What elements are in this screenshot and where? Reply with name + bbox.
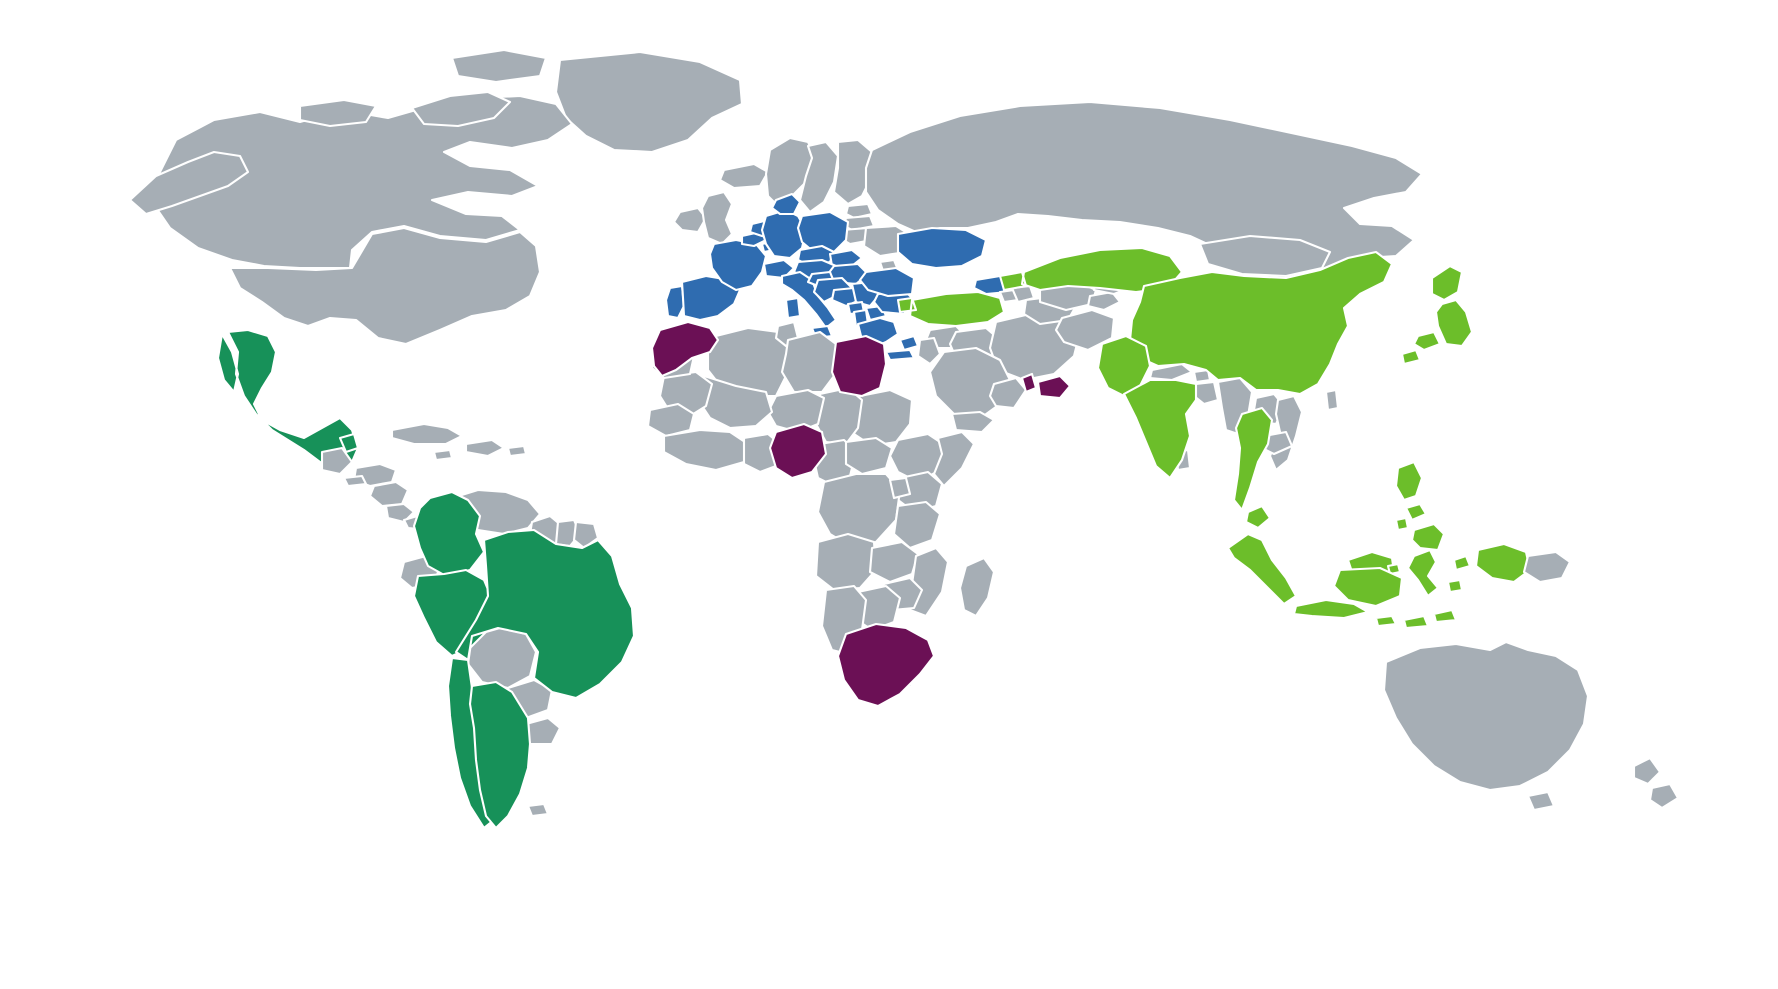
country-falklands[interactable] bbox=[528, 804, 548, 816]
country-thailand[interactable] bbox=[1234, 408, 1272, 510]
country-somalia[interactable] bbox=[934, 432, 974, 486]
country-philippines[interactable] bbox=[1396, 462, 1444, 550]
country-jamaica[interactable] bbox=[434, 450, 452, 460]
country-afghanistan[interactable] bbox=[1056, 310, 1114, 350]
country-denmark[interactable] bbox=[772, 194, 800, 214]
island-ellesmere[interactable] bbox=[452, 50, 546, 82]
country-angola[interactable] bbox=[816, 534, 876, 590]
country-argentina[interactable] bbox=[470, 682, 530, 828]
country-malaysia-peninsular[interactable] bbox=[1246, 506, 1270, 528]
country-guatemala[interactable] bbox=[322, 448, 352, 474]
country-china[interactable] bbox=[1130, 252, 1392, 394]
country-israel-jordan[interactable] bbox=[918, 338, 940, 364]
country-turkey[interactable] bbox=[898, 292, 1004, 326]
country-uae[interactable] bbox=[1038, 376, 1070, 398]
island-crete[interactable] bbox=[886, 350, 914, 360]
country-drc[interactable] bbox=[818, 474, 900, 546]
country-new-zealand[interactable] bbox=[1634, 758, 1678, 808]
country-bhutan[interactable] bbox=[1194, 370, 1210, 382]
country-tanzania[interactable] bbox=[894, 502, 940, 548]
island-sardinia[interactable] bbox=[786, 298, 800, 318]
country-oman[interactable] bbox=[990, 378, 1026, 408]
country-cuba[interactable] bbox=[392, 424, 462, 444]
country-ukraine[interactable] bbox=[898, 228, 986, 268]
land-layer bbox=[130, 50, 1678, 828]
country-united-states[interactable] bbox=[230, 228, 540, 344]
island-sulawesi[interactable] bbox=[1408, 550, 1438, 596]
country-brazil[interactable] bbox=[456, 530, 634, 698]
island-lesser-sunda[interactable] bbox=[1376, 610, 1456, 628]
island-maluku[interactable] bbox=[1448, 556, 1470, 592]
country-qatar[interactable] bbox=[1022, 374, 1036, 392]
country-papua-new-guinea[interactable] bbox=[1524, 552, 1570, 582]
country-india[interactable] bbox=[1124, 380, 1196, 478]
country-zambia[interactable] bbox=[870, 542, 918, 582]
country-ireland[interactable] bbox=[674, 208, 706, 232]
country-yemen[interactable] bbox=[952, 412, 994, 432]
island-taiwan[interactable] bbox=[1326, 390, 1338, 410]
country-libya[interactable] bbox=[782, 332, 836, 392]
country-colombia[interactable] bbox=[414, 492, 484, 576]
country-el-salvador[interactable] bbox=[344, 476, 366, 486]
country-tasmania[interactable] bbox=[1528, 792, 1554, 810]
country-australia[interactable] bbox=[1384, 642, 1588, 790]
country-norway[interactable] bbox=[766, 138, 816, 206]
country-mongolia[interactable] bbox=[1200, 236, 1330, 276]
country-iceland[interactable] bbox=[720, 164, 768, 188]
island-java[interactable] bbox=[1294, 600, 1368, 618]
country-costa-rica[interactable] bbox=[386, 504, 414, 522]
country-senegal-guinea[interactable] bbox=[648, 404, 694, 436]
country-switzerland[interactable] bbox=[764, 260, 794, 278]
country-portugal[interactable] bbox=[666, 286, 684, 318]
country-belize[interactable] bbox=[340, 434, 358, 452]
country-morocco[interactable] bbox=[652, 322, 718, 376]
country-egypt[interactable] bbox=[832, 336, 886, 396]
country-united-kingdom[interactable] bbox=[702, 192, 732, 244]
country-sweden[interactable] bbox=[800, 142, 838, 212]
island-sumatra[interactable] bbox=[1228, 534, 1296, 604]
island-baffin[interactable] bbox=[412, 92, 510, 126]
country-japan[interactable] bbox=[1402, 266, 1472, 364]
island-victoria[interactable] bbox=[300, 100, 376, 126]
country-hispaniola[interactable] bbox=[466, 440, 504, 456]
country-south-africa[interactable] bbox=[838, 624, 934, 706]
island-borneo-indonesia[interactable] bbox=[1334, 568, 1402, 606]
country-finland[interactable] bbox=[834, 140, 872, 204]
country-papua-indonesia[interactable] bbox=[1476, 544, 1530, 582]
country-alaska[interactable] bbox=[130, 152, 248, 214]
country-uganda[interactable] bbox=[890, 478, 910, 498]
country-puerto-rico[interactable] bbox=[508, 446, 526, 456]
country-nigeria[interactable] bbox=[770, 424, 826, 478]
country-romania[interactable] bbox=[860, 268, 914, 296]
country-car[interactable] bbox=[846, 438, 892, 474]
country-saudi-arabia[interactable] bbox=[930, 348, 1010, 420]
country-mexico[interactable] bbox=[218, 330, 358, 470]
country-madagascar[interactable] bbox=[960, 558, 994, 616]
